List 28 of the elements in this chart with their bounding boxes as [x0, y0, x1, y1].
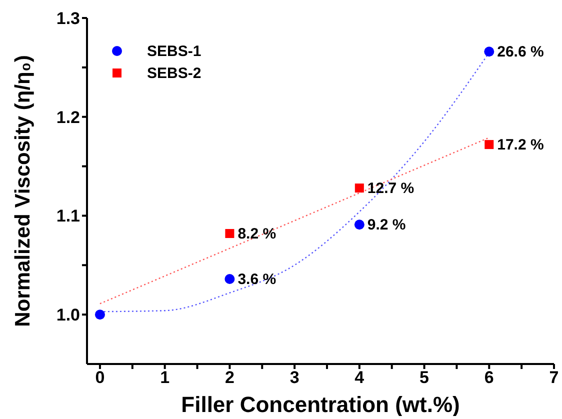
- x-tick-label: 1: [160, 368, 170, 388]
- y-tick-label: 1.1: [56, 206, 80, 226]
- y-tick-label: 1.0: [56, 306, 80, 325]
- annotation: 17.2 %: [497, 136, 544, 154]
- point: [354, 220, 364, 230]
- x-tick-label: 3: [290, 368, 300, 388]
- y-tick-label: 1.3: [56, 9, 80, 28]
- point: [484, 140, 494, 150]
- point: [225, 229, 234, 238]
- point: [94, 310, 105, 320]
- point: [484, 46, 494, 57]
- y-axis-title: Normalized Viscosity (η/η₀): [11, 55, 34, 327]
- legend-label: SEBS-1: [147, 42, 202, 60]
- annotation: 26.6 %: [497, 44, 544, 61]
- x-tick-label: 4: [354, 368, 365, 388]
- x-tick-label: 6: [484, 368, 494, 388]
- y-tick-label: 1.2: [56, 108, 80, 127]
- annotation: 12.7 %: [367, 180, 414, 198]
- point: [224, 274, 235, 284]
- annotation: 8.2 %: [238, 226, 276, 243]
- legend-label: SEBS-2: [147, 64, 202, 82]
- point: [354, 184, 364, 193]
- x-tick-label: 5: [420, 368, 430, 388]
- x-tick-label: 0: [95, 368, 105, 388]
- x-tick-label: 2: [224, 368, 234, 388]
- annotation: 3.6 %: [238, 270, 276, 288]
- x-tick-label: 7: [549, 368, 559, 388]
- annotation: 9.2 %: [367, 216, 406, 234]
